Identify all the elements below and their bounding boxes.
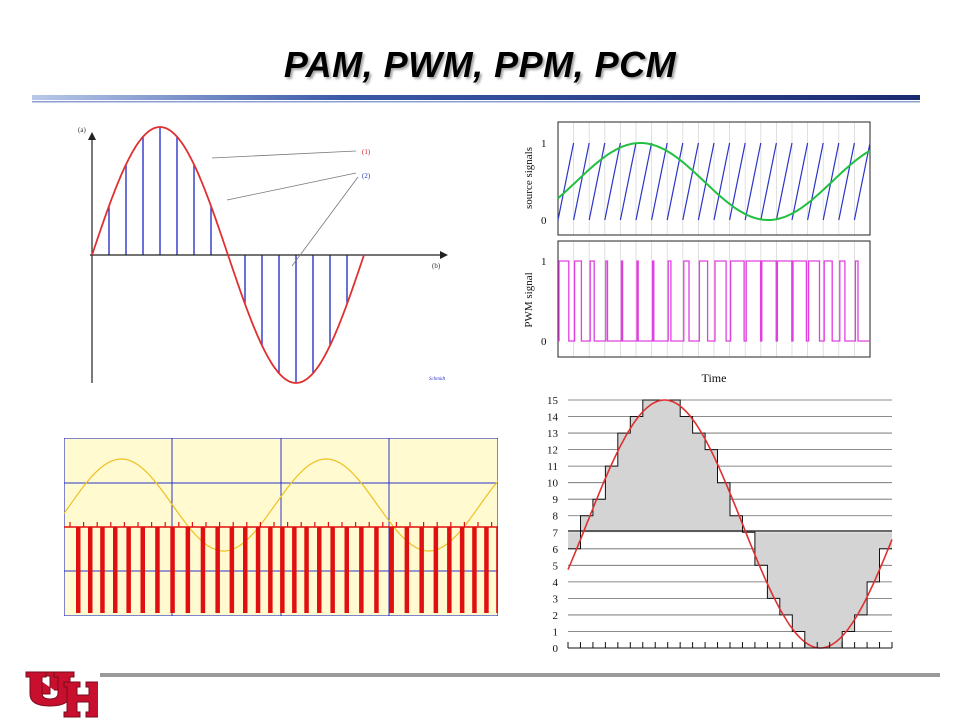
pcm-level-label: 3 bbox=[553, 593, 559, 605]
ppm-pulse bbox=[155, 527, 160, 613]
pam-amplitude-axis-arrow bbox=[88, 132, 96, 140]
ppm-pulse bbox=[389, 527, 394, 613]
pcm-time-ticks bbox=[567, 642, 893, 649]
ppm-pulse bbox=[268, 527, 273, 613]
ppm-pulse bbox=[433, 527, 439, 613]
ppm-pulse bbox=[374, 527, 379, 613]
source-sine-line bbox=[557, 142, 871, 221]
source-signals-ylabel: source signals bbox=[523, 147, 535, 209]
pcm-level-label: 15 bbox=[547, 395, 559, 407]
bottom-tick-0: 0 bbox=[541, 336, 547, 348]
ppm-pulse bbox=[243, 527, 248, 613]
pam-figure: (a) (b) (1) (2) Schmidt bbox=[78, 126, 448, 384]
pcm-level-label: 13 bbox=[547, 428, 559, 440]
callout-2-leader-b bbox=[291, 176, 359, 267]
pcm-level-label: 2 bbox=[553, 610, 559, 622]
ppm-pulse bbox=[76, 527, 81, 613]
ppm-pulse bbox=[292, 527, 297, 613]
ppm-pulse bbox=[404, 527, 410, 613]
callout-2-label: (2) bbox=[362, 172, 371, 180]
pcm-quantized-area bbox=[568, 400, 892, 648]
top-tick-0: 0 bbox=[541, 215, 547, 227]
ppm-pulse bbox=[170, 527, 175, 613]
callout-2-leader-a bbox=[226, 172, 357, 201]
ppm-pulse-train bbox=[64, 522, 498, 613]
pwm-gridlines bbox=[573, 122, 855, 357]
ppm-pulse bbox=[447, 527, 452, 613]
pam-label-b: (b) bbox=[432, 262, 441, 270]
pwm-signal-frame bbox=[557, 240, 871, 358]
callout-1-label: (1) bbox=[362, 148, 371, 156]
pcm-level-label: 1 bbox=[553, 626, 559, 638]
ppm-pulse bbox=[317, 527, 322, 613]
pcm-level-label: 0 bbox=[553, 643, 559, 655]
pcm-level-label: 10 bbox=[547, 478, 559, 490]
ppm-pulse bbox=[496, 527, 498, 613]
ppm-pulse bbox=[255, 527, 261, 613]
pam-time-axis-arrow bbox=[440, 251, 448, 259]
pwm-figure: 1 0 1 0 source signals PWM signal Time bbox=[523, 121, 871, 385]
pcm-level-label: 6 bbox=[553, 544, 559, 556]
pcm-level-label: 12 bbox=[547, 445, 558, 457]
ppm-pulse bbox=[113, 527, 118, 613]
ppm-figure bbox=[64, 438, 498, 616]
pam-sample-lines bbox=[108, 127, 348, 383]
slide-title: PAM, PWM, PPM, PCM bbox=[283, 44, 677, 85]
pcm-level-label: 8 bbox=[553, 511, 559, 523]
ppm-pulse bbox=[200, 527, 206, 613]
ppm-pulse bbox=[484, 527, 489, 613]
ppm-pulse bbox=[472, 527, 477, 613]
ppm-pulse bbox=[330, 527, 335, 613]
ppm-pulse bbox=[344, 527, 349, 613]
ppm-pulse bbox=[419, 527, 424, 613]
time-xlabel: Time bbox=[702, 371, 727, 385]
ppm-pulse bbox=[359, 527, 364, 613]
ppm-pulse bbox=[100, 527, 105, 613]
title-underline bbox=[32, 95, 920, 103]
callout-1-leader bbox=[211, 150, 357, 159]
bottom-tick-1: 1 bbox=[541, 256, 547, 268]
pcm-signal-curve bbox=[567, 399, 893, 649]
pcm-level-label: 11 bbox=[547, 461, 558, 473]
pcm-level-label: 9 bbox=[553, 494, 559, 506]
pcm-level-label: 14 bbox=[547, 412, 559, 424]
ppm-signal-curve bbox=[64, 458, 498, 552]
pam-label-a: (a) bbox=[78, 126, 86, 134]
pwm-signal-ylabel: PWM signal bbox=[523, 272, 535, 327]
ppm-pulse bbox=[459, 527, 465, 613]
ppm-pulse bbox=[140, 527, 145, 613]
credit-signature: Schmidt bbox=[429, 377, 446, 382]
pcm-level-label: 4 bbox=[553, 577, 559, 589]
ppm-pulse bbox=[229, 527, 235, 613]
ppm-pulse bbox=[215, 527, 220, 613]
footer-rule bbox=[100, 673, 940, 677]
source-signals-frame bbox=[557, 121, 871, 236]
ppm-pulse bbox=[88, 527, 93, 613]
ppm-pulse bbox=[185, 527, 191, 613]
uh-logo bbox=[25, 671, 98, 718]
pam-signal-curve bbox=[91, 126, 365, 384]
pcm-level-label: 7 bbox=[553, 527, 559, 539]
ppm-pulse bbox=[126, 527, 131, 613]
ppm-pulse bbox=[304, 527, 309, 613]
top-tick-1: 1 bbox=[541, 138, 547, 150]
ppm-pulse bbox=[280, 527, 285, 613]
pcm-level-label: 5 bbox=[553, 560, 559, 572]
pwm-output-line bbox=[558, 260, 870, 342]
